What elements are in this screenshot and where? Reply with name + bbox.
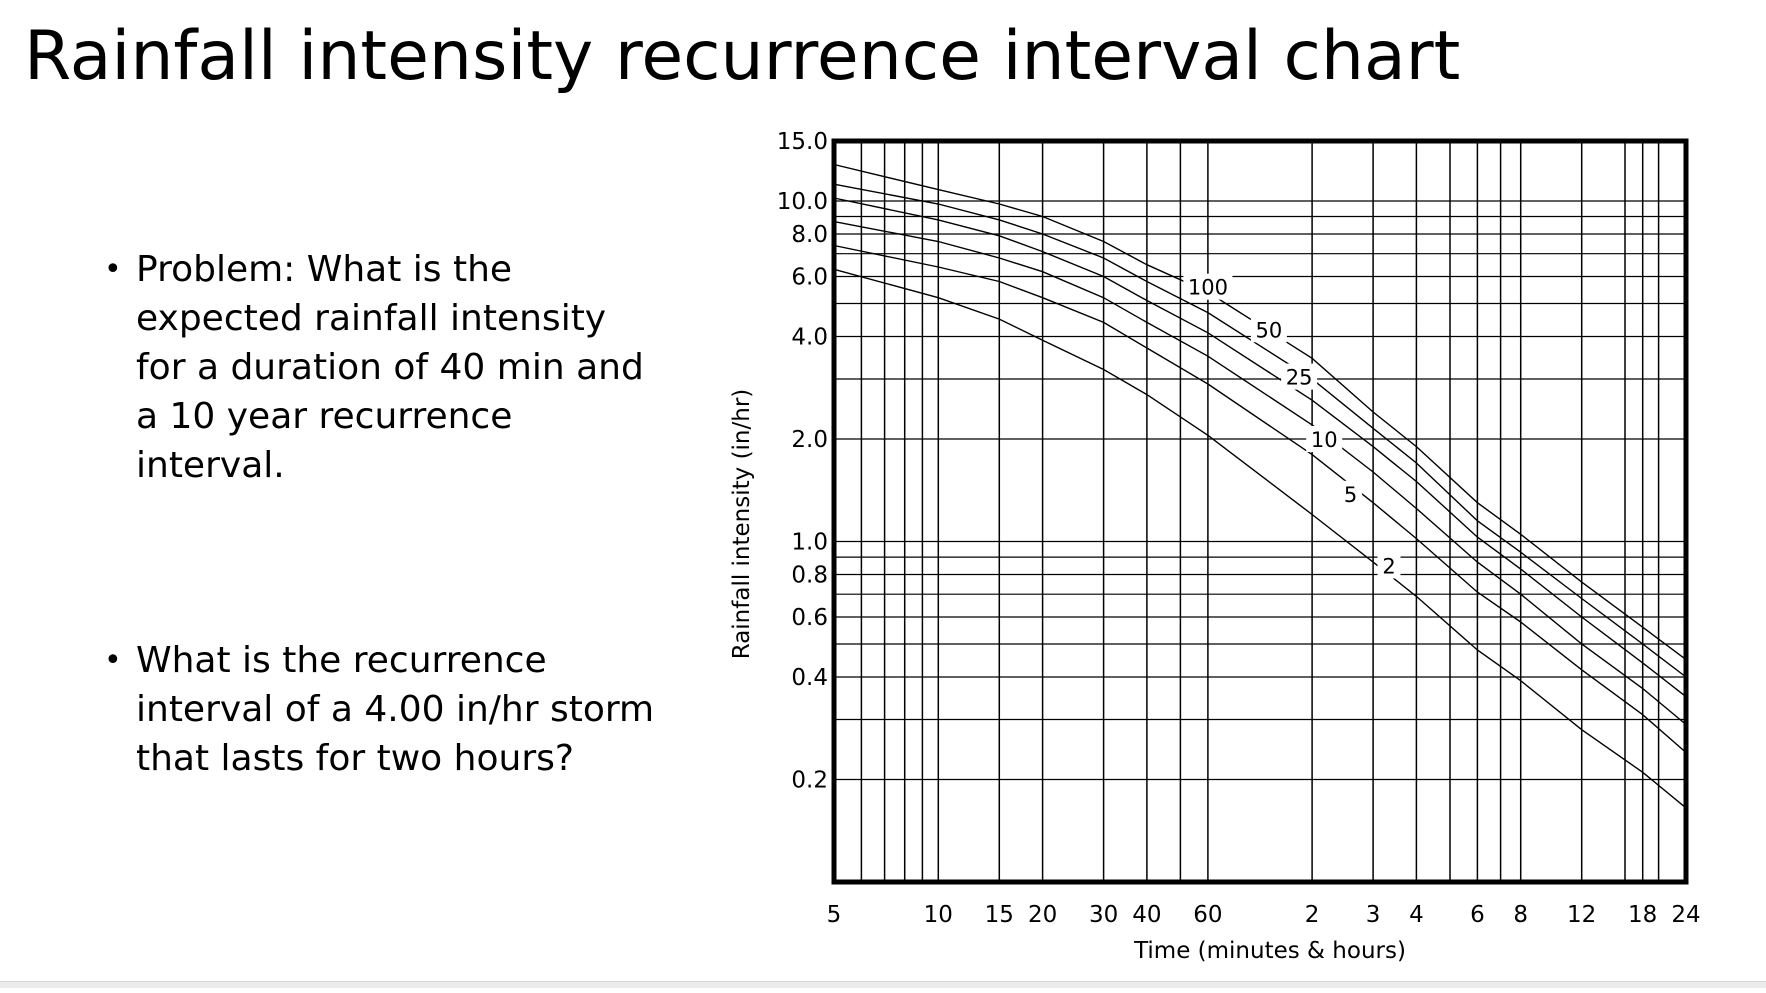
x-tick-label: 2 <box>1305 902 1320 928</box>
footer-strip <box>0 981 1766 988</box>
curve-label-bg <box>1250 316 1287 343</box>
y-tick-label: 8.0 <box>791 222 828 248</box>
y-tick-label: 0.8 <box>791 563 828 589</box>
y-tick-label: 0.6 <box>791 605 828 631</box>
y-tick-label: 0.2 <box>791 768 828 794</box>
x-tick-label: 10 <box>924 902 953 928</box>
x-tick-label: 15 <box>985 902 1014 928</box>
x-tick-label: 6 <box>1470 902 1485 928</box>
x-tick-labels: 5 10 15 20 30 40 60 2 3 4 6 8 12 18 24 <box>827 902 1701 928</box>
slide-title: Rainfall intensity recurrence interval c… <box>24 17 1461 96</box>
curve-100-year <box>833 163 1687 661</box>
curve-25-year <box>833 197 1687 698</box>
x-tick-label: 5 <box>827 902 842 928</box>
curve-label-100: 100 <box>1188 276 1228 300</box>
curve-label-bg <box>1183 273 1233 300</box>
curve-2-year <box>833 268 1687 809</box>
problem-bullet: • What is the recurrence interval of a 4… <box>96 636 656 783</box>
x-tick-label: 24 <box>1671 902 1700 928</box>
curve-label-2: 2 <box>1382 555 1395 579</box>
curve-label-bg <box>1339 480 1363 507</box>
curve-label-25: 25 <box>1286 366 1313 390</box>
x-tick-label: 20 <box>1028 902 1057 928</box>
curve-label-bg <box>1377 552 1401 579</box>
y-tick-label: 4.0 <box>791 325 828 351</box>
y-tick-label: 0.4 <box>791 665 828 691</box>
curve-50-year <box>833 183 1687 678</box>
x-tick-label: 3 <box>1366 902 1381 928</box>
y-tick-label: 15.0 <box>777 129 828 155</box>
problem-bullet: • Problem: What is the expected rainfall… <box>96 245 656 490</box>
bullet-dot-icon: • <box>104 643 122 678</box>
curve-label-5: 5 <box>1344 483 1357 507</box>
x-tick-label: 12 <box>1567 902 1596 928</box>
problem-text-2: What is the recurrence interval of a 4.0… <box>136 640 655 779</box>
plot-frame <box>831 138 1689 885</box>
y-tick-label: 2.0 <box>791 427 828 453</box>
x-tick-label: 4 <box>1409 902 1424 928</box>
y-tick-label: 6.0 <box>791 265 828 291</box>
problem-list: • Problem: What is the expected rainfall… <box>96 245 656 783</box>
grid-lines <box>833 141 1687 882</box>
y-tick-labels: 15.0 10.0 8.0 6.0 4.0 2.0 1.0 0.8 0.6 0.4 0.2 <box>777 129 828 794</box>
curve-5-year <box>833 244 1687 754</box>
curve-10-year <box>833 220 1687 726</box>
curve-label-10: 10 <box>1311 428 1338 452</box>
x-tick-label: 8 <box>1513 902 1528 928</box>
x-tick-label: 30 <box>1089 902 1118 928</box>
y-tick-label: 10.0 <box>777 189 828 215</box>
problem-text-1: Problem: What is the expected rainfall i… <box>136 249 644 486</box>
x-axis-label: Time (minutes & hours) <box>1133 938 1406 964</box>
y-axis-label: Rainfall intensity (in/hr) <box>729 389 755 660</box>
x-tick-label: 18 <box>1628 902 1657 928</box>
x-tick-label: 40 <box>1132 902 1161 928</box>
bullet-dot-icon: • <box>104 252 122 287</box>
curve-label-bg <box>1306 426 1343 452</box>
curve-label-bg <box>1281 363 1318 390</box>
curves <box>833 163 1687 809</box>
curve-label-50: 50 <box>1256 318 1283 342</box>
y-tick-label: 1.0 <box>791 530 828 556</box>
x-tick-label: 60 <box>1193 902 1222 928</box>
